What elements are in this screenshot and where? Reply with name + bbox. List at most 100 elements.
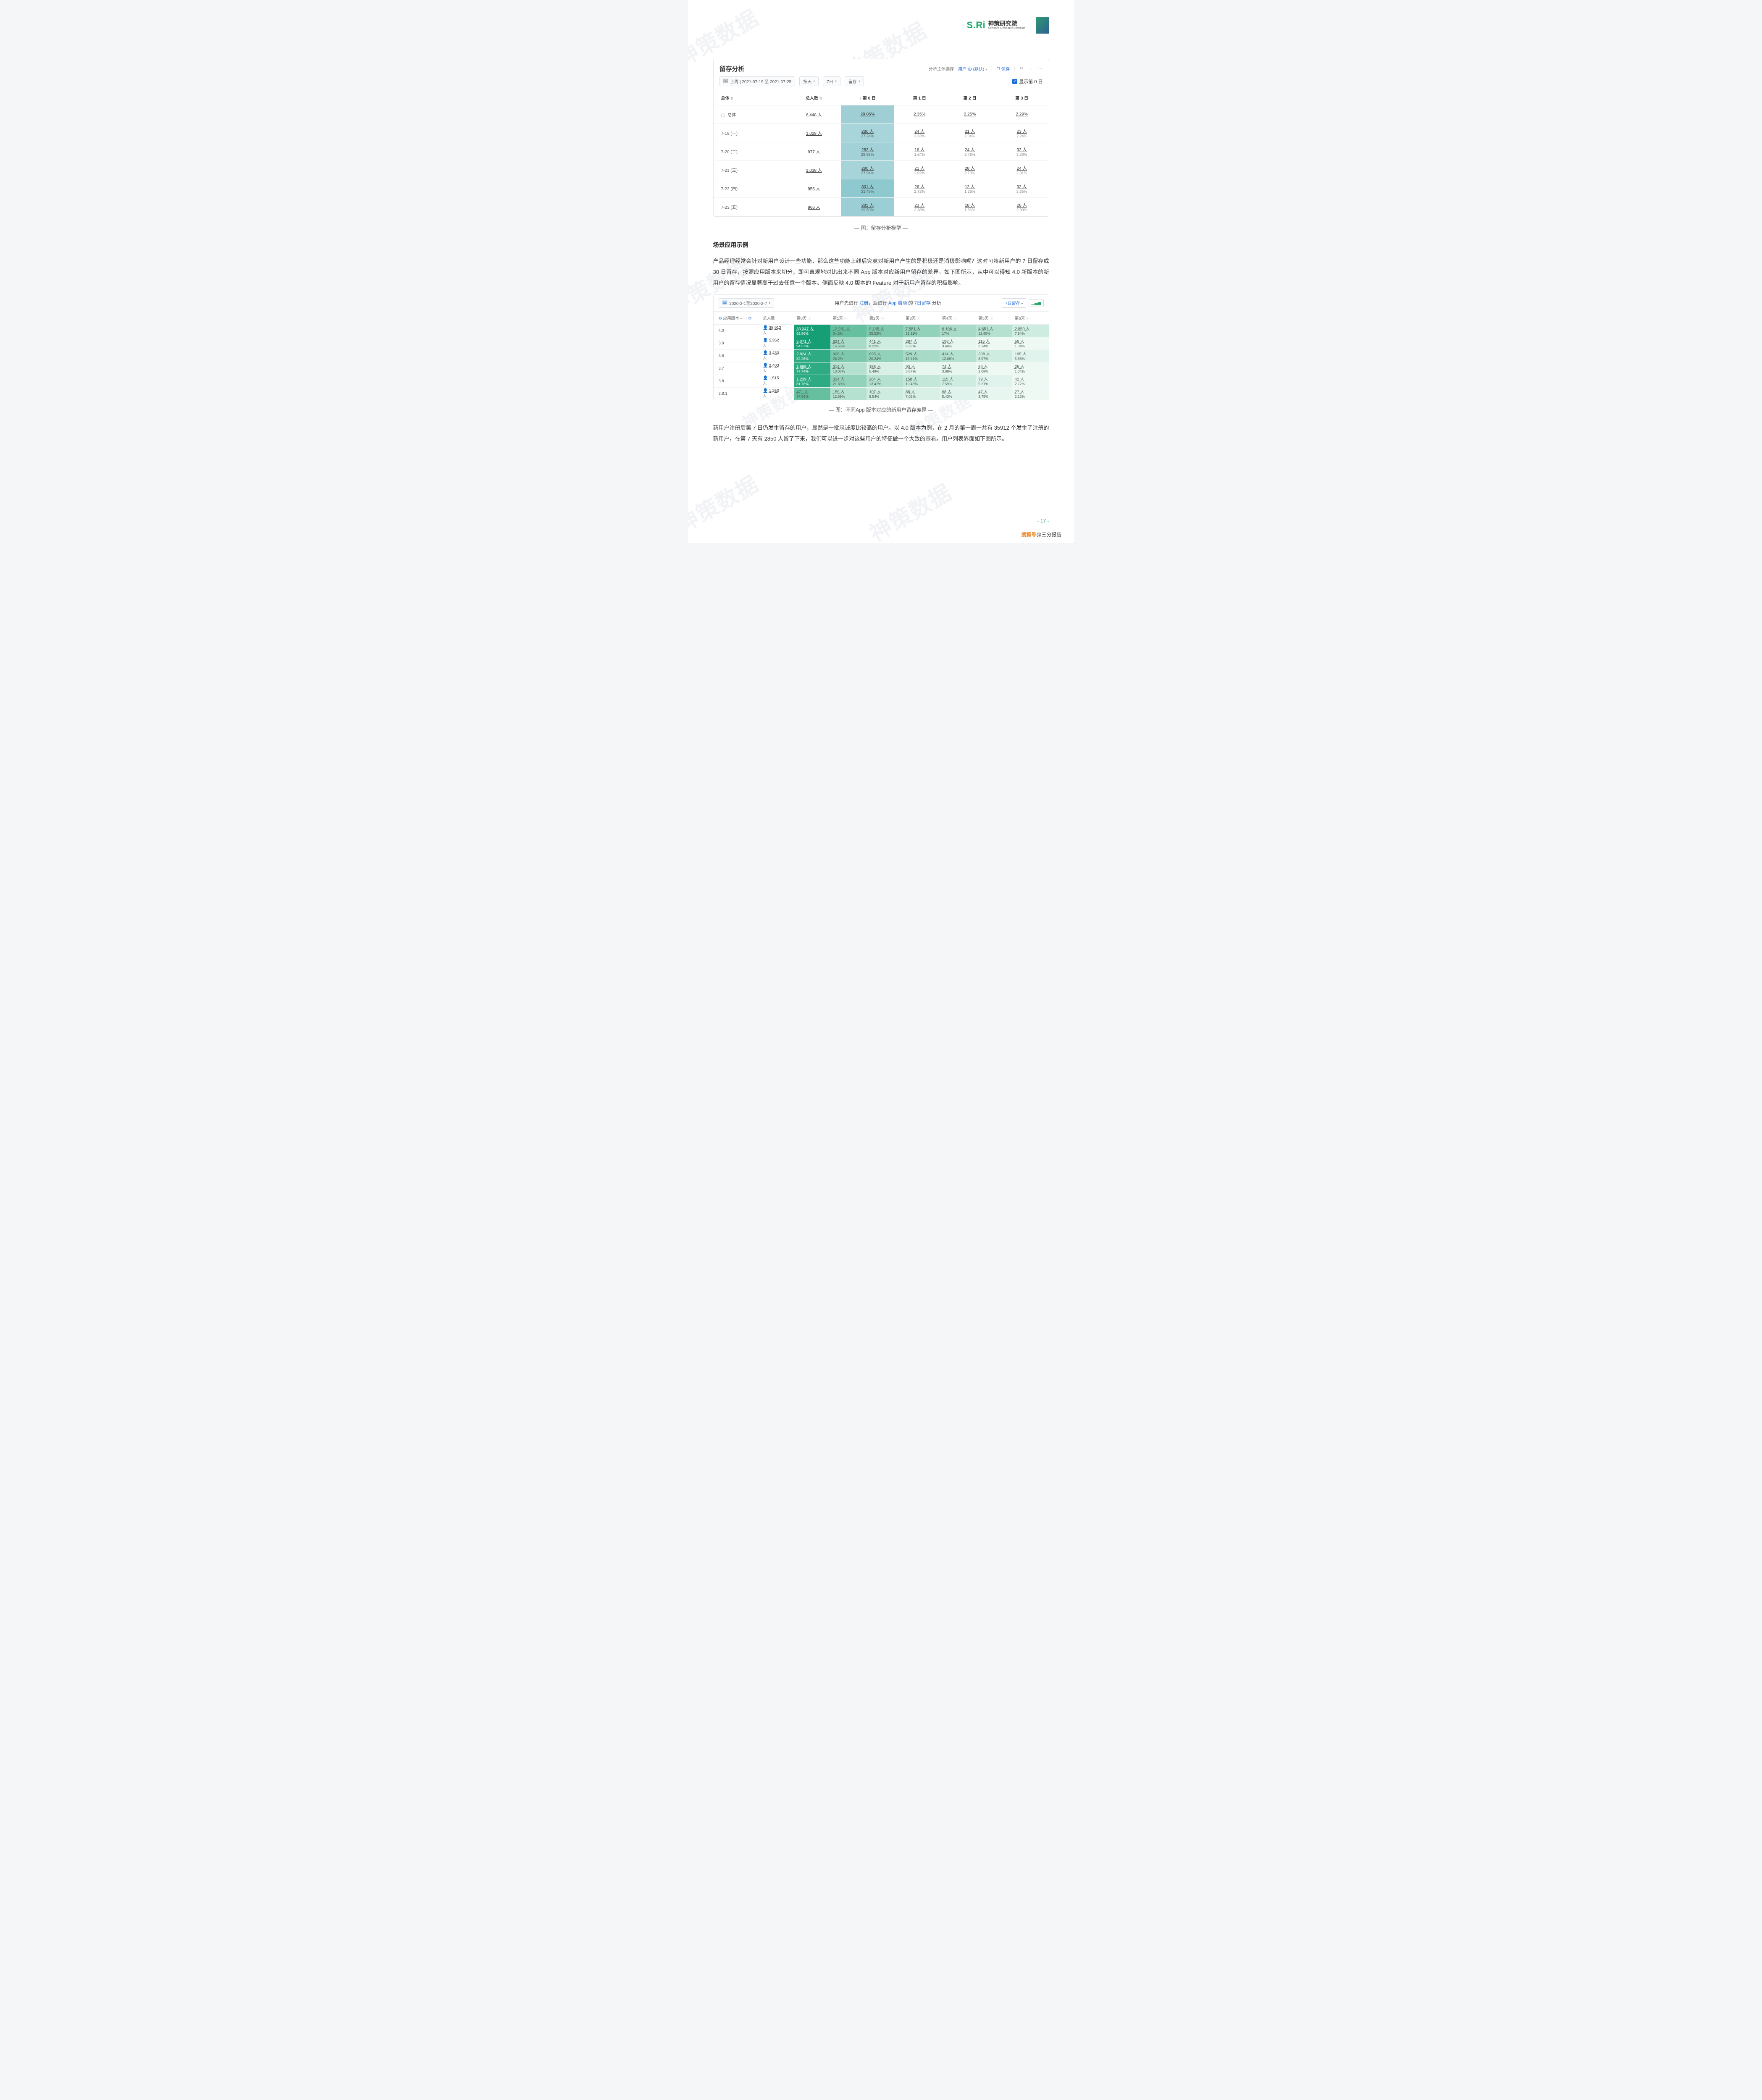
heat-cell[interactable]: 79 人5.21% [976,375,1012,387]
heat-cell[interactable]: 1,239 人81.78% [794,375,830,387]
cell-d3[interactable]: 2.29% [995,105,1049,124]
heat-cell[interactable]: 158 人10.43% [903,375,940,387]
col-day0[interactable]: ? 第 0 日 [841,90,895,105]
row-total[interactable]: 👤2,403人 [760,362,794,375]
heat-cell[interactable]: 47 人3.75% [976,387,1012,400]
cell-d3[interactable]: 24 人2.31% [995,161,1049,179]
row-total[interactable]: 966 人 [787,198,841,216]
show-day0-checkbox[interactable]: ✓ 显示第 0 日 [1012,78,1042,85]
heat-cell[interactable]: 159 人12.69% [830,387,867,400]
cell-d1[interactable]: 26 人2.72% [894,179,945,198]
cell-d1[interactable]: 16 人1.64% [894,142,945,161]
more-icon[interactable]: ⋯ [1038,66,1043,71]
cell-d1[interactable]: 24 人2.33% [894,124,945,142]
heat-cell[interactable]: 324 人21.39% [830,375,867,387]
cell-d3[interactable]: 32 人3.28% [995,142,1049,161]
heat-cell[interactable]: 529 人15.41% [903,349,940,362]
heat-cell[interactable]: 4,651 人12.95% [976,324,1012,337]
heat-cell[interactable]: 156 人6.49% [867,362,903,375]
heat-cell[interactable]: 204 人13.47% [867,375,903,387]
heat-cell[interactable]: 68 人5.43% [940,387,976,400]
heat-cell[interactable]: 50 人2.08% [976,362,1012,375]
save-button[interactable]: ◻ 保存 [997,66,1010,72]
row-total[interactable]: 1,038 人 [787,161,841,179]
heat-cell[interactable]: 115 人7.59% [940,375,976,387]
cell-d0[interactable]: 282 人28.86% [841,142,895,161]
cell-d3[interactable]: 28 人2.90% [995,198,1049,216]
cell-d2[interactable]: 24 人2.46% [945,142,995,161]
heat-cell[interactable]: 6,106 人17% [940,324,976,337]
heat-cell[interactable]: 414 人12.06% [940,349,976,362]
cell-d0[interactable]: 280 人27.24% [841,124,895,142]
unit-chip[interactable]: 按天 ▾ [799,76,819,86]
row-total[interactable]: 977 人 [787,142,841,161]
row-total[interactable]: 👤1,253人 [760,387,794,400]
p2-selector[interactable]: 7日留存 ▾ [1002,298,1026,308]
heat-cell[interactable]: 7,581 人21.11% [903,324,940,337]
cell-d1[interactable]: 21 人2.02% [894,161,945,179]
col-total[interactable]: 总人数 ⇅ [787,90,841,105]
heat-cell[interactable]: 115 人2.14% [976,337,1012,349]
col-overall[interactable]: 总体 ⇅ [714,90,788,105]
p2-date-range[interactable]: 🗓 2020-2-1至2020-2-7 ▾ [719,298,775,308]
gear-icon[interactable]: ⚙ [748,316,752,321]
row-label: 3.7 [714,362,761,375]
cell-d2[interactable]: 28 人2.70% [945,161,995,179]
heat-cell[interactable]: 441 人8.22% [867,337,903,349]
cell-d1[interactable]: 23 人2.38% [894,198,945,216]
heat-cell[interactable]: 107 人8.54% [867,387,903,400]
cell-d2[interactable]: 12 人1.26% [945,179,995,198]
subject-selector[interactable]: 用户 ID (默认) ▾ [958,66,987,72]
row-total[interactable]: 1,028 人 [787,124,841,142]
heat-cell[interactable]: 2,824 人82.26% [794,349,830,362]
row-total[interactable]: 👤35,912人 [760,324,794,337]
heat-cell[interactable]: 287 人5.35% [903,337,940,349]
heat-cell[interactable]: 834 人15.55% [830,337,867,349]
cell-d2[interactable]: 2.25% [945,105,995,124]
heat-cell[interactable]: 25 人1.04% [1012,362,1049,375]
date-range-chip[interactable]: 🗓 上周 | 2021-07-19 至 2021-07-25 [720,76,796,86]
heat-cell[interactable]: 308 人8.97% [976,349,1012,362]
cell-d1[interactable]: 2.35% [894,105,945,124]
heat-cell[interactable]: 471 人37.59% [794,387,830,400]
heat-cell[interactable]: 198 人3.69% [940,337,976,349]
sort-icon: ⇅ [730,97,733,100]
span-chip[interactable]: 7日 ▾ [823,76,840,86]
heat-cell[interactable]: 56 人1.04% [1012,337,1049,349]
row-total[interactable]: 956 人 [787,179,841,198]
heat-cell[interactable]: 195 人5.68% [1012,349,1049,362]
cell-d0[interactable]: 301 人31.49% [841,179,895,198]
group-header[interactable]: ⚙ 应用版本 ▾ ⓘ ⚙ [714,311,761,324]
cell-d0[interactable]: 290 人27.94% [841,161,895,179]
chart-toggle-button[interactable]: ▁▃▅ [1029,299,1043,307]
metric-chip[interactable]: 留存 ▾ [845,76,864,86]
heat-cell[interactable]: 93 人3.87% [903,362,940,375]
heat-cell[interactable]: 33,347 人92.86% [794,324,830,337]
cell-d0[interactable]: 285 人29.50% [841,198,895,216]
heat-cell[interactable]: 5,071 人94.57% [794,337,830,349]
cell-d0[interactable]: 29.06% [841,105,895,124]
row-total[interactable]: 👤3,433人 [760,349,794,362]
heat-cell[interactable]: 12,281 人34.2% [830,324,867,337]
cell-d2[interactable]: 18 人1.86% [945,198,995,216]
heat-cell[interactable]: 968 人28.2% [830,349,867,362]
refresh-icon[interactable]: ⟳ [1019,66,1024,71]
col-d0: 第0天 ⓘ [794,311,830,324]
cell-d3[interactable]: 23 人2.24% [995,124,1049,142]
heat-cell[interactable]: 314 人13.07% [830,362,867,375]
col-d2: 第2天 ⓘ [867,311,903,324]
row-total[interactable]: 👤1,515人 [760,375,794,387]
heat-cell[interactable]: 9,165 人25.52% [867,324,903,337]
heat-cell[interactable]: 42 人2.77% [1012,375,1049,387]
heat-cell[interactable]: 695 人20.24% [867,349,903,362]
row-total[interactable]: 6,448 人 [787,105,841,124]
row-total[interactable]: 👤5,362人 [760,337,794,349]
heat-cell[interactable]: 27 人2.15% [1012,387,1049,400]
cell-d3[interactable]: 32 人3.35% [995,179,1049,198]
cell-d2[interactable]: 21 人2.04% [945,124,995,142]
heat-cell[interactable]: 2,850 人7.94% [1012,324,1049,337]
heat-cell[interactable]: 88 人7.02% [903,387,940,400]
heat-cell[interactable]: 1,868 人77.74% [794,362,830,375]
download-icon[interactable]: ⤓ [1029,66,1034,71]
heat-cell[interactable]: 74 人3.08% [940,362,976,375]
